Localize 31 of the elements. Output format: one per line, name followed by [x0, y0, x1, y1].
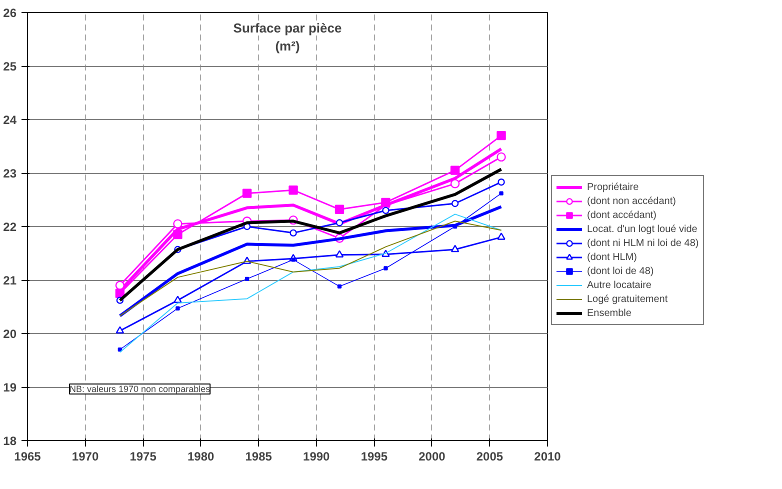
y-tick-label: 20 — [3, 327, 17, 341]
x-tick-label: 1980 — [187, 450, 215, 464]
x-tick-label: 2005 — [476, 450, 504, 464]
legend-label: (dont accédant) — [587, 208, 656, 222]
legend-label: Locat. d'un logt loué vide — [587, 222, 698, 236]
y-tick-label: 18 — [3, 434, 17, 448]
x-tick-label: 1965 — [14, 450, 42, 464]
legend-label: Logé gratuitement — [587, 292, 668, 306]
x-tick-label: 1975 — [130, 450, 157, 464]
legend-label: (dont non accédant) — [587, 194, 676, 208]
legend-label: Autre locataire — [587, 278, 652, 292]
text: Surface par pièce — [233, 20, 342, 36]
y-tick-label: 25 — [3, 60, 17, 74]
legend-label: Propriétaire — [587, 180, 639, 194]
x-tick-label: 1990 — [303, 450, 330, 464]
x-tick-label: 2000 — [418, 450, 446, 464]
legend-label: (dont ni HLM ni loi de 48) — [587, 236, 699, 250]
y-tick-label: 24 — [3, 113, 17, 127]
y-tick-label: 23 — [3, 166, 17, 180]
y-tick-label: 26 — [3, 6, 17, 20]
text: (m²) — [275, 38, 300, 54]
y-tick-label: 19 — [3, 380, 17, 394]
x-tick-label: 1985 — [245, 450, 272, 464]
legend-label: (dont loi de 48) — [587, 264, 654, 278]
x-tick-label: 1995 — [360, 450, 388, 464]
y-tick-label: 21 — [3, 274, 17, 288]
legend-label: (dont HLM) — [587, 250, 638, 264]
y-tick-label: 22 — [3, 220, 17, 234]
legend-label: Ensemble — [587, 306, 632, 320]
x-tick-label: 1970 — [72, 450, 99, 464]
x-tick-label: 2010 — [534, 450, 562, 464]
